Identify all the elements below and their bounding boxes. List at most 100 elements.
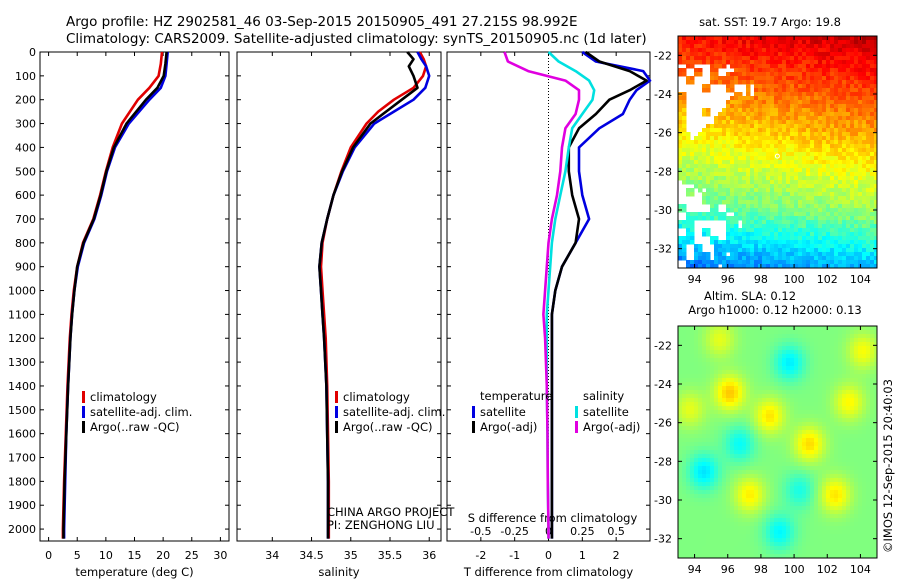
map-cell xyxy=(794,402,799,407)
credit-line2: PI: ZENGHONG LIU xyxy=(327,518,435,532)
map-cell xyxy=(862,430,867,435)
map-cell xyxy=(818,60,823,65)
map-cell xyxy=(830,116,835,121)
map-cell xyxy=(810,192,815,197)
map-cell xyxy=(710,438,715,443)
map-cell xyxy=(686,132,691,137)
map-cell xyxy=(790,382,795,387)
map-cell xyxy=(798,474,803,479)
map-cell xyxy=(762,346,767,351)
map-cell xyxy=(850,350,855,355)
map-cell xyxy=(742,430,747,435)
map-cell xyxy=(814,72,819,77)
map-cell xyxy=(782,430,787,435)
map-cell xyxy=(838,40,843,45)
map-cell xyxy=(786,454,791,459)
map-cell xyxy=(678,144,683,149)
map-cell xyxy=(822,470,827,475)
map-cell xyxy=(706,168,711,173)
map-cell xyxy=(690,446,695,451)
map-cell xyxy=(726,398,731,403)
map-cell xyxy=(874,422,877,427)
map-cell xyxy=(746,354,751,359)
map-cell xyxy=(718,438,723,443)
map-cell xyxy=(866,390,871,395)
map-cell xyxy=(786,236,791,241)
map-cell xyxy=(714,124,719,129)
map-cell xyxy=(794,60,799,65)
map-cell xyxy=(810,398,815,403)
map-cell xyxy=(750,152,755,157)
map-cell xyxy=(746,156,751,161)
map-cell xyxy=(702,346,707,351)
map-cell xyxy=(798,60,803,65)
map-cell xyxy=(782,486,787,491)
map-cell xyxy=(858,398,863,403)
map-cell xyxy=(810,414,815,419)
map-cell xyxy=(774,466,779,471)
map-cell xyxy=(874,220,877,225)
map-cell xyxy=(710,442,715,447)
map-cell xyxy=(858,334,863,339)
map-cell xyxy=(834,330,839,335)
map-cell xyxy=(818,470,823,475)
map-cell xyxy=(874,236,877,241)
map-cell xyxy=(702,212,707,217)
map-cell xyxy=(750,326,755,331)
map-cell xyxy=(846,462,851,467)
map-cell xyxy=(706,326,711,331)
map-cell xyxy=(762,414,767,419)
map-cell xyxy=(802,104,807,109)
map-cell xyxy=(794,208,799,213)
map-cell xyxy=(822,362,827,367)
map-cell xyxy=(874,80,877,85)
map-cell xyxy=(830,232,835,237)
map-cell xyxy=(738,236,743,241)
map-cell xyxy=(758,72,763,77)
map-cell xyxy=(818,192,823,197)
map-cell xyxy=(778,486,783,491)
map-cell xyxy=(694,410,699,415)
map-cell xyxy=(778,434,783,439)
map-cell xyxy=(806,486,811,491)
map-cell xyxy=(718,64,723,69)
map-cell xyxy=(790,446,795,451)
map-cell xyxy=(750,390,755,395)
map-cell xyxy=(806,136,811,141)
map-cell xyxy=(758,366,763,371)
map-cell xyxy=(838,180,843,185)
map-cell xyxy=(726,200,731,205)
map-cell xyxy=(774,410,779,415)
map-cell xyxy=(862,172,867,177)
map-cell xyxy=(722,442,727,447)
map-cell xyxy=(850,450,855,455)
map-cell xyxy=(770,354,775,359)
map-cell xyxy=(726,482,731,487)
map-cell xyxy=(842,398,847,403)
map-cell xyxy=(746,362,751,367)
map-cell xyxy=(770,44,775,49)
map-cell xyxy=(866,326,871,331)
map-cell xyxy=(726,124,731,129)
map-cell xyxy=(786,374,791,379)
map-cell xyxy=(754,116,759,121)
map-cell xyxy=(782,164,787,169)
map-cell xyxy=(714,240,719,245)
map-cell xyxy=(710,330,715,335)
map-cell xyxy=(750,228,755,233)
map-cell xyxy=(794,430,799,435)
map-cell xyxy=(730,354,735,359)
map-cell xyxy=(758,454,763,459)
map-cell xyxy=(834,156,839,161)
map-cell xyxy=(870,44,875,49)
map-cell xyxy=(742,160,747,165)
map-cell xyxy=(718,418,723,423)
map-cell xyxy=(694,350,699,355)
map-cell xyxy=(858,176,863,181)
map-cell xyxy=(678,124,683,129)
map-cell xyxy=(846,422,851,427)
map-cell xyxy=(682,338,687,343)
map-cell xyxy=(818,136,823,141)
map-cell xyxy=(802,48,807,53)
map-cell xyxy=(838,152,843,157)
